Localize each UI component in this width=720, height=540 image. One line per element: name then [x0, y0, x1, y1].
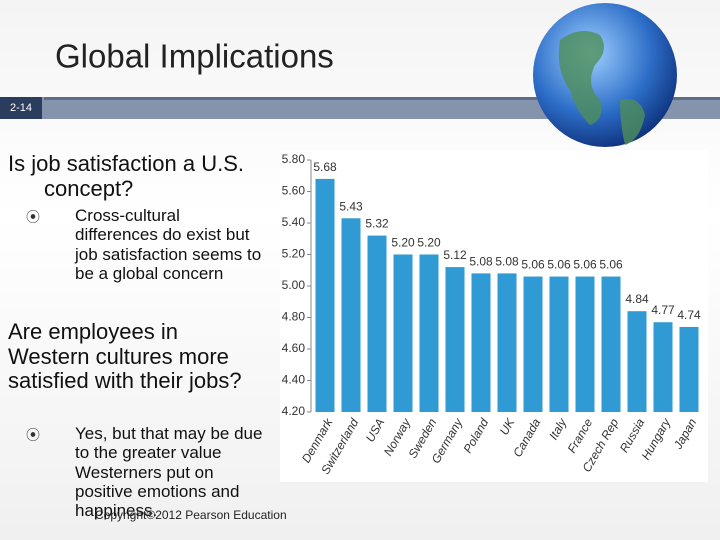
bar — [549, 276, 569, 412]
bar — [471, 273, 491, 412]
value-label: 5.06 — [521, 258, 545, 272]
bullet-icon: ⦿ — [26, 209, 40, 225]
bar — [497, 273, 517, 412]
value-label: 5.68 — [313, 160, 337, 174]
bar — [653, 322, 673, 412]
heading: Is job satisfaction a U.S. concept? — [8, 151, 244, 201]
value-label: 5.32 — [365, 217, 389, 231]
bar — [679, 326, 699, 412]
y-tick-label: 5.40 — [282, 215, 306, 229]
number-box — [0, 97, 42, 119]
y-tick-label: 5.00 — [282, 278, 306, 292]
y-tick-label: 4.20 — [282, 404, 306, 418]
bullet-text: Cross-cultural differences do exist but … — [75, 206, 262, 283]
bar — [601, 276, 621, 412]
y-tick-label: 4.80 — [282, 310, 306, 324]
bar — [575, 276, 595, 412]
slide-number: 2-14 — [10, 102, 32, 114]
y-tick-label: 5.60 — [282, 184, 306, 198]
value-label: 5.08 — [495, 254, 519, 268]
value-label: 5.06 — [599, 258, 623, 272]
bullet-text: Yes, but that may be due to the greater … — [75, 424, 263, 521]
strip-edge — [44, 97, 720, 100]
globe — [533, 3, 677, 147]
y-tick-label: 5.80 — [282, 152, 306, 166]
value-label: 5.43 — [339, 199, 363, 213]
bar — [315, 178, 335, 412]
copyright: Copyright©2012 Pearson Education — [95, 508, 287, 522]
value-label: 5.20 — [417, 236, 441, 250]
value-label: 4.77 — [651, 303, 675, 317]
value-label: 5.20 — [391, 236, 415, 250]
bar — [523, 276, 543, 412]
value-label: 5.06 — [573, 258, 597, 272]
y-tick-label: 4.60 — [282, 341, 306, 355]
bar — [341, 218, 361, 412]
value-label: 4.84 — [625, 292, 649, 306]
value-label: 5.08 — [469, 254, 493, 268]
value-label: 5.06 — [547, 258, 571, 272]
bullet-icon: ⦿ — [26, 427, 40, 443]
slide-title: Global Implications — [55, 38, 334, 75]
bar — [393, 254, 413, 412]
value-label: 5.12 — [443, 248, 467, 262]
bar — [419, 254, 439, 412]
y-tick-label: 4.40 — [282, 373, 306, 387]
bar — [627, 311, 647, 412]
value-label: 4.74 — [677, 308, 701, 322]
globe-land — [558, 31, 604, 125]
bar — [367, 235, 387, 412]
y-tick-label: 5.20 — [282, 247, 306, 261]
bar — [445, 267, 465, 412]
globe-land — [620, 99, 645, 145]
heading: Are employees in Western cultures more s… — [8, 319, 242, 393]
